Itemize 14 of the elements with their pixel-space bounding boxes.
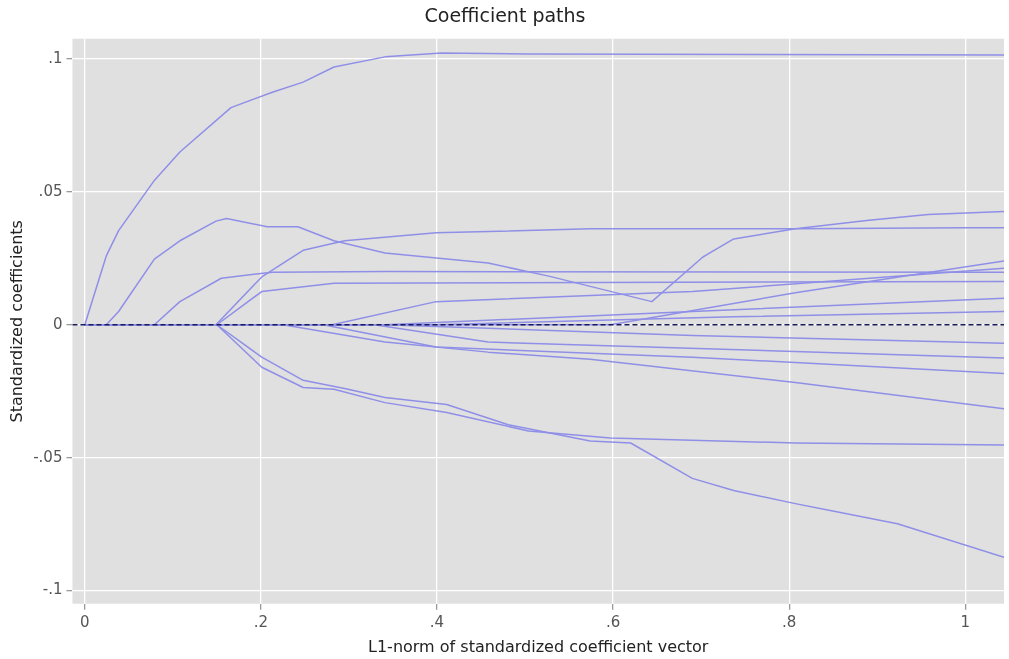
y-axis-title: Standardized coefficients [6, 220, 26, 423]
x-tick-label: .4 [429, 612, 445, 631]
x-tick-label: 1 [960, 612, 971, 631]
x-tick-label: .6 [605, 612, 621, 631]
x-tick-label: .2 [253, 612, 269, 631]
y-tick-label: .1 [48, 48, 63, 67]
chart-title: Coefficient paths [424, 4, 586, 27]
y-tick-label: -.1 [42, 580, 63, 599]
x-axis-title: L1-norm of standardized coefficient vector [368, 636, 709, 656]
y-tick-label: .05 [38, 181, 63, 200]
y-tick-label: 0 [52, 314, 63, 333]
y-tick-label: -.05 [33, 447, 63, 466]
x-tick-label: .8 [782, 612, 797, 631]
x-tick-label: 0 [80, 612, 90, 631]
